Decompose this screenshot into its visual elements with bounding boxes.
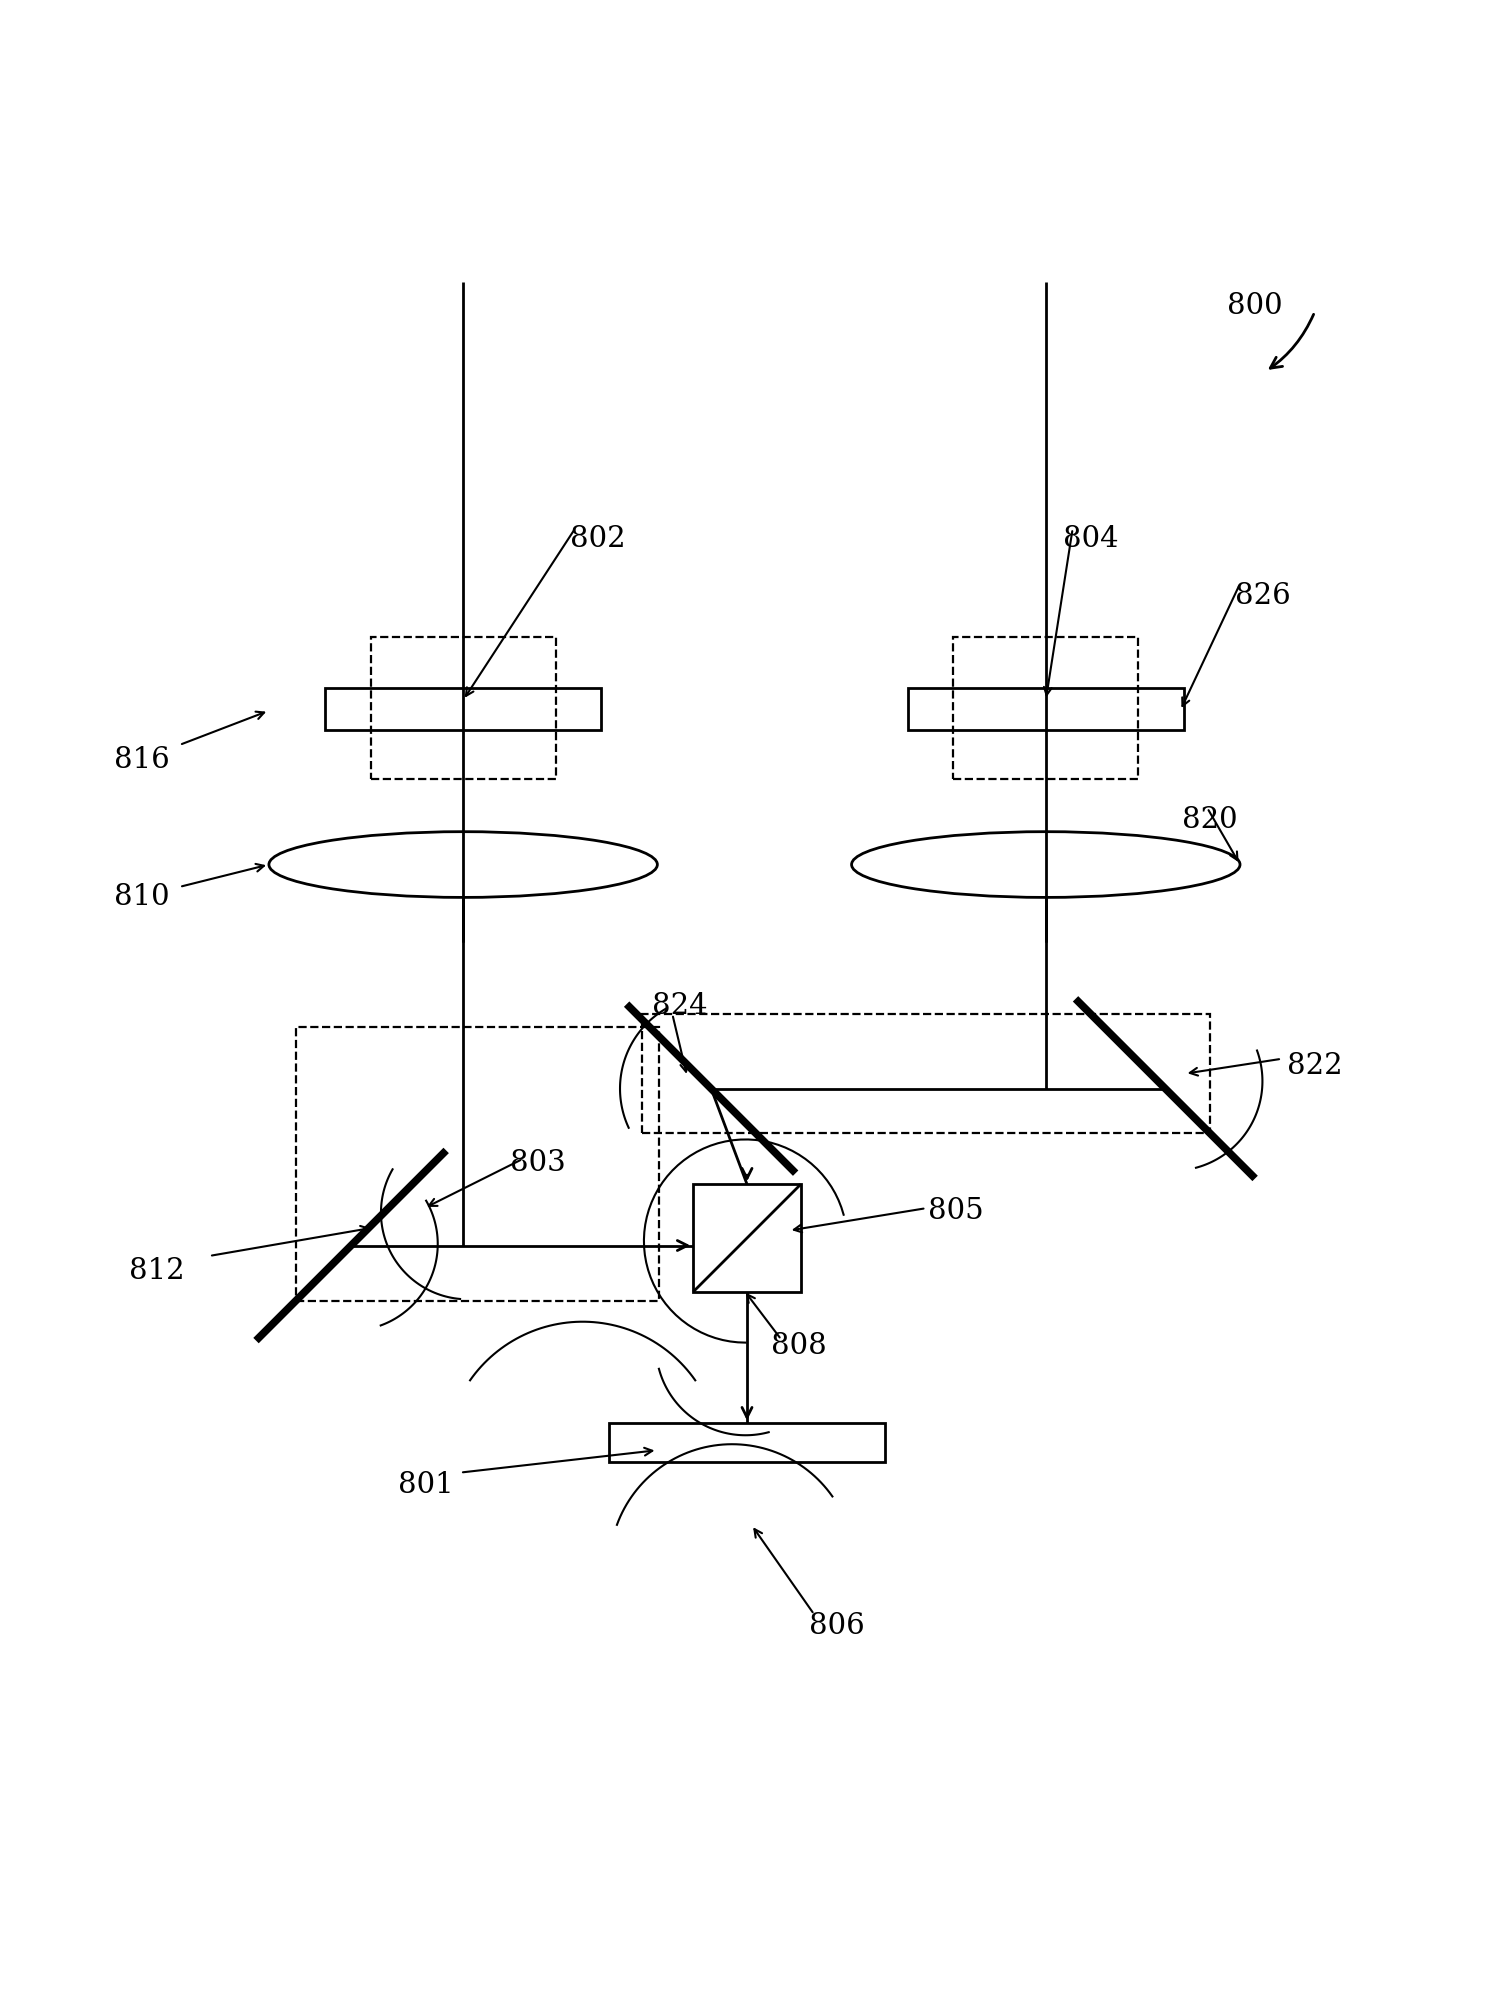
Bar: [693, 1185, 801, 1293]
Text: 810: 810: [114, 883, 170, 911]
Text: 804: 804: [1062, 525, 1119, 553]
Bar: [610, 1423, 884, 1463]
Bar: [642, 1013, 1210, 1133]
Text: 822: 822: [1286, 1053, 1343, 1081]
Text: 802: 802: [569, 525, 626, 553]
Text: 826: 826: [1234, 581, 1291, 609]
Text: 803: 803: [509, 1149, 566, 1177]
Text: 824: 824: [651, 993, 708, 1021]
Text: 820: 820: [1182, 805, 1239, 833]
Bar: [326, 687, 601, 729]
Bar: [371, 637, 556, 779]
Bar: [907, 687, 1183, 729]
Text: 800: 800: [1227, 292, 1283, 320]
Bar: [296, 1027, 659, 1301]
Text: 806: 806: [808, 1612, 865, 1640]
Text: 812: 812: [128, 1257, 185, 1285]
Text: 805: 805: [928, 1197, 985, 1225]
Text: 801: 801: [397, 1471, 454, 1498]
Text: 816: 816: [114, 745, 170, 773]
Bar: [953, 637, 1138, 779]
Text: 808: 808: [771, 1331, 828, 1359]
